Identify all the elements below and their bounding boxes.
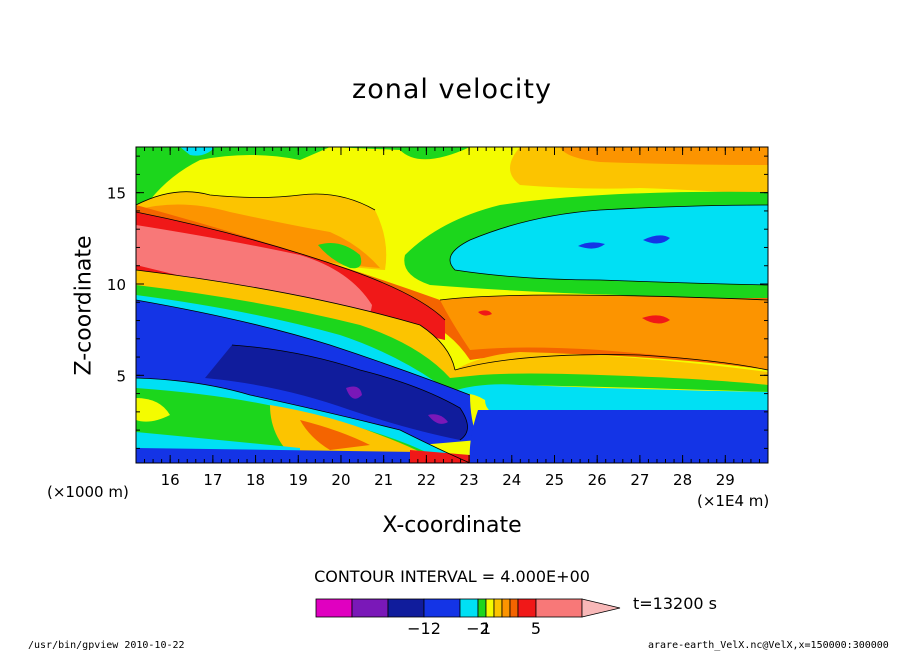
region-orange-bottom [270,405,440,463]
colorbar-swatch [351,598,389,618]
y-axis-unit: (×1000 m) [47,483,129,501]
colorbar-swatch [535,598,583,618]
region-blue-base [136,448,420,463]
colorbar-swatch [485,598,495,618]
footer-left: /usr/bin/gpview 2010-10-22 [28,640,185,651]
time-label: t=13200 s [633,594,717,613]
colorbar-label: 5 [531,619,541,638]
region-green-patch [318,242,362,269]
colorbar-swatch [501,598,511,618]
region-purple-1 [346,386,362,399]
y-tick-label: 5 [116,367,126,385]
x-tick-label: 20 [331,471,350,489]
chart-title: zonal velocity [352,74,552,105]
region-blue-spot1 [578,242,605,249]
region-red-bottom [300,420,370,450]
y-axis-label: Z-coordinate [71,235,97,376]
colorbar-swatch [387,598,425,618]
colorbar-swatch [509,598,519,618]
x-axis-unit: (×1E4 m) [697,492,770,510]
x-tick-label: 19 [289,471,308,489]
y-tick-labels: 5 10 15 [107,185,126,386]
region-orange-top [560,147,768,165]
y-tick-label: 10 [107,276,126,294]
region-yellow-bottom [136,398,170,422]
x-tick-label: 23 [460,471,479,489]
x-tick-label: 22 [417,471,436,489]
region-orange-jet [440,295,768,370]
colorbar-label: −12 [407,619,441,638]
region-green-low [136,285,768,392]
region-salmon-core [136,225,372,321]
x-tick-label: 16 [161,471,180,489]
colorbar-swatch [459,598,479,618]
region-blue-spot2 [643,235,670,244]
region-cyan-corner [180,147,215,156]
contour-field [136,147,768,463]
colorbar-swatch [315,598,353,618]
region-red-base [410,450,470,463]
region-red-spot [642,315,670,324]
contour-lines [136,191,768,463]
region-orange-left [136,204,380,268]
contour-interval: CONTOUR INTERVAL = 4.000E+00 [314,567,590,586]
colorbar-swatch [477,598,487,618]
region-navy-band [205,345,468,440]
x-tick-label: 29 [716,471,735,489]
region-blue-bottom-right [469,410,768,463]
x-axis-label: X-coordinate [382,513,522,538]
x-tick-label: 25 [545,471,564,489]
x-tick-label: 27 [630,471,649,489]
region-purple-2 [428,414,448,424]
x-tick-label: 26 [588,471,607,489]
colorbar-labels: −12 −21 5 [407,619,541,638]
colorbar-label: −2 [466,619,490,638]
colorbar-swatch [517,598,537,618]
region-lightorange-low [136,270,768,385]
x-tick-labels: 16 17 18 19 20 21 22 23 24 25 26 27 28 29 [161,471,735,489]
region-green-top [136,147,470,205]
y-tick-label: 15 [107,185,126,203]
x-tick-label: 28 [673,471,692,489]
colorbar-label: 1 [481,619,491,638]
colorbar-extension-arrow [581,598,621,618]
colorbar-swatch [423,598,461,618]
region-red-spot2 [478,310,492,316]
colorbar [315,598,621,618]
footer-right: arare-earth_VelX.nc@VelX,x=150000:300000 [648,640,889,651]
x-tick-label: 21 [374,471,393,489]
colorbar-swatch [493,598,503,618]
x-tick-label: 17 [203,471,222,489]
region-cyan-lens [450,205,768,285]
x-tick-label: 24 [502,471,521,489]
axis-ticks [136,147,769,463]
x-tick-label: 18 [246,471,265,489]
